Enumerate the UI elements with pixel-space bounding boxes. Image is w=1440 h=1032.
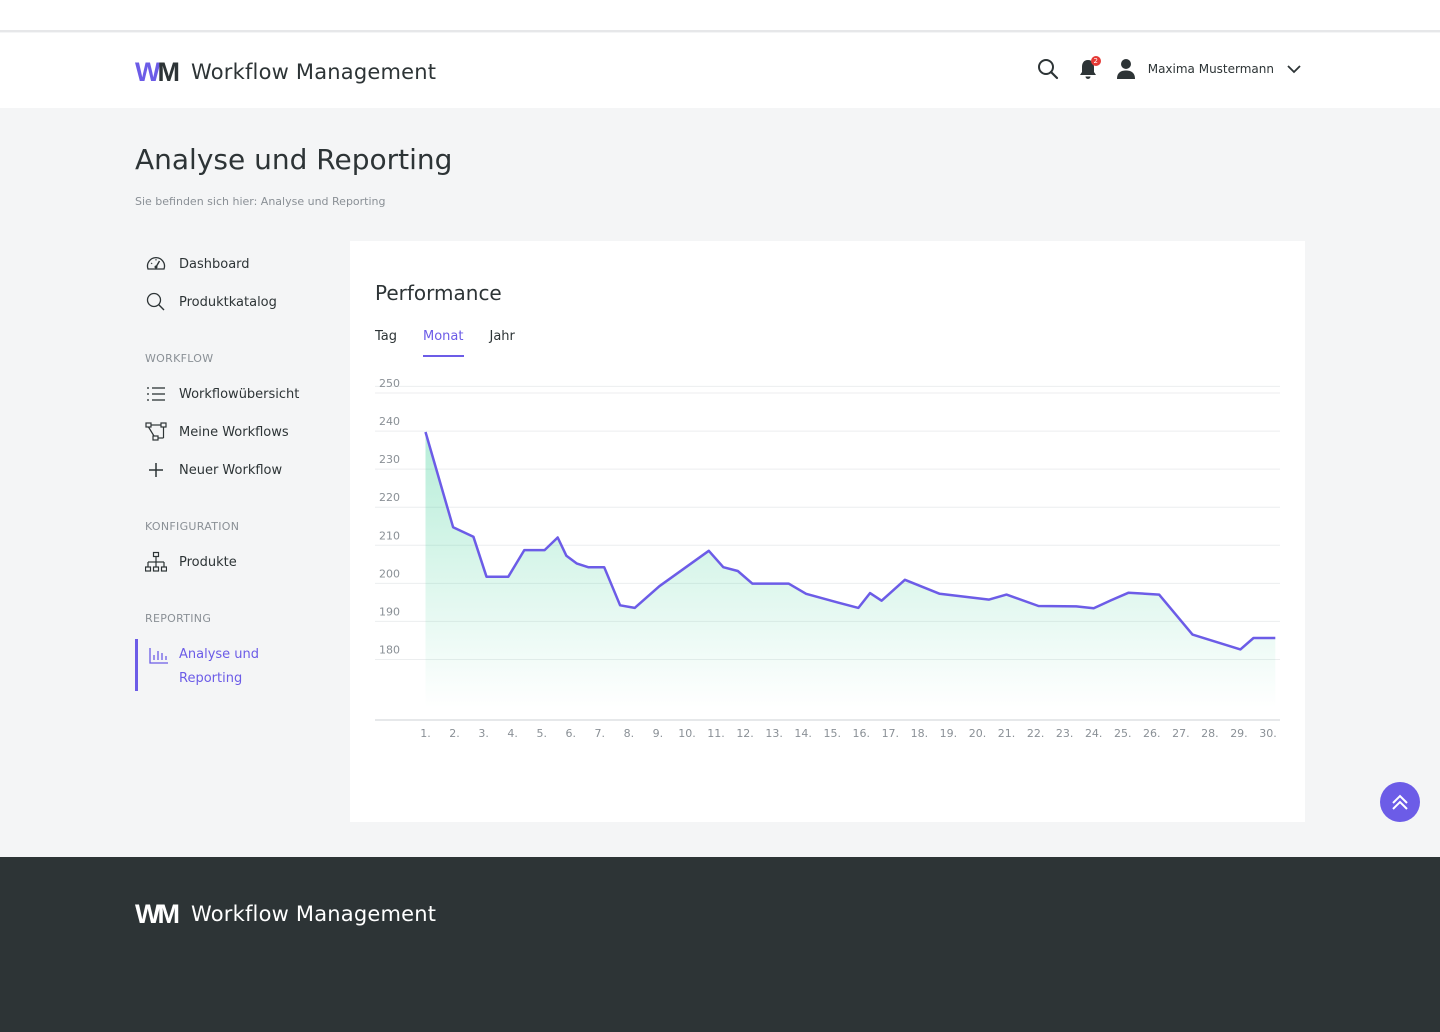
hierarchy-icon (145, 551, 167, 573)
x-tick-label: 8. (624, 727, 635, 740)
x-tick-label: 19. (940, 727, 958, 740)
x-tick-label: 14. (794, 727, 812, 740)
logo-mark: WM (135, 57, 180, 87)
x-tick-label: 15. (823, 727, 841, 740)
tab-jahr[interactable]: Jahr (489, 329, 515, 344)
scroll-to-top-button[interactable] (1380, 782, 1420, 822)
y-tick-label: 200 (379, 567, 400, 580)
logo-letter-w: W (135, 899, 161, 929)
x-tick-label: 6. (566, 727, 577, 740)
footer: WM Workflow Management (0, 857, 1440, 1032)
sidebar-item-label: Analyse und Reporting (179, 643, 259, 691)
sidebar-item-dashboard[interactable]: Dashboard (135, 245, 335, 283)
sidebar-item-label-line2: Reporting (179, 671, 243, 686)
sidebar-item-label-line1: Analyse und (179, 647, 260, 662)
x-tick-label: 17. (882, 727, 900, 740)
y-tick-label: 230 (379, 453, 400, 466)
x-tick-label: 25. (1114, 727, 1132, 740)
x-tick-label: 13. (765, 727, 783, 740)
x-tick-label: 23. (1056, 727, 1074, 740)
x-tick-label: 29. (1230, 727, 1248, 740)
sidebar-item-produkte[interactable]: Produkte (135, 543, 335, 581)
sidebar-item-label: Neuer Workflow (179, 462, 283, 478)
sidebar-item-label: Meine Workflows (179, 424, 289, 440)
card-title: Performance (375, 281, 502, 305)
sidebar-item-analyse-und-reporting[interactable]: Analyse und Reporting (135, 639, 335, 691)
series-line (424, 431, 1276, 651)
x-tick-label: 12. (736, 727, 754, 740)
x-tick-label: 22. (1027, 727, 1045, 740)
notification-badge: 2 (1090, 56, 1101, 66)
logo-mark: WM (135, 899, 180, 929)
x-tick-label: 30. (1259, 727, 1277, 740)
x-tick-label: 24. (1085, 727, 1103, 740)
logo-letter-m: M (157, 899, 179, 929)
x-tick-label: 20. (969, 727, 987, 740)
y-tick-label: 190 (379, 605, 400, 618)
flow-icon (145, 421, 167, 443)
double-chevron-up-icon (1392, 794, 1408, 810)
header-logo[interactable]: WM Workflow Management (135, 57, 437, 87)
speedometer-icon (145, 253, 167, 275)
search-icon (145, 291, 167, 313)
x-tick-label: 10. (678, 727, 696, 740)
x-tick-label: 3. (478, 727, 489, 740)
x-tick-label: 5. (536, 727, 547, 740)
x-tick-label: 1. (420, 727, 431, 740)
user-name[interactable]: Maxima Mustermann (1147, 62, 1274, 76)
plus-icon (145, 459, 167, 481)
footer-logo[interactable]: WM Workflow Management (135, 899, 437, 929)
x-tick-label: 27. (1172, 727, 1190, 740)
performance-card: Performance Tag Monat Jahr 180 190 200 210 2… (350, 241, 1305, 822)
header: WM Workflow Management 2 Maxima Musterma… (0, 33, 1440, 108)
bell-icon[interactable]: 2 (1076, 56, 1101, 81)
x-tick-label: 16. (853, 727, 871, 740)
tab-tag[interactable]: Tag (375, 329, 398, 344)
footer-app-title: Workflow Management (190, 902, 437, 926)
y-tick-label: 180 (379, 644, 400, 657)
sidebar-section-workflow: WORKFLOW (145, 352, 214, 365)
sidebar-section-konfiguration: KONFIGURATION (145, 520, 240, 533)
x-tick-label: 26. (1143, 727, 1161, 740)
logo-letter-w: W (135, 57, 161, 87)
search-icon[interactable] (1036, 57, 1060, 81)
sidebar-item-produktkatalog[interactable]: Produktkatalog (135, 283, 335, 321)
x-tick-label: 2. (449, 727, 460, 740)
x-tick-label: 18. (911, 727, 929, 740)
period-tabs: Tag Monat Jahr (375, 329, 541, 357)
list-icon (145, 383, 167, 405)
x-tick-label: 11. (707, 727, 725, 740)
logo-letter-m: M (157, 57, 179, 87)
x-tick-label: 7. (595, 727, 606, 740)
app-title: Workflow Management (190, 60, 437, 84)
y-tick-label: 220 (379, 491, 400, 504)
x-tick-label: 21. (998, 727, 1016, 740)
header-actions: 2 Maxima Mustermann (1036, 56, 1306, 81)
top-strip (0, 0, 1440, 32)
y-tick-label: 210 (379, 529, 400, 542)
page-title: Analyse und Reporting (135, 143, 453, 176)
bar-chart-icon (149, 647, 169, 667)
sidebar-item-label: Workflowübersicht (179, 386, 300, 402)
sidebar-item-workflowuebersicht[interactable]: Workflowübersicht (135, 375, 335, 413)
x-tick-label: 28. (1201, 727, 1219, 740)
x-tick-label: 9. (653, 727, 664, 740)
sidebar-item-label: Produktkatalog (179, 294, 277, 310)
x-tick-label: 4. (507, 727, 518, 740)
tab-monat[interactable]: Monat (423, 329, 464, 357)
user-icon[interactable] (1114, 57, 1138, 81)
chevron-down-icon[interactable] (1282, 57, 1306, 81)
breadcrumb: Sie befinden sich hier: Analyse und Repo… (135, 195, 386, 208)
y-tick-label: 250 (379, 377, 400, 390)
sidebar-item-neuer-workflow[interactable]: Neuer Workflow (135, 451, 335, 489)
sidebar-item-label: Dashboard (179, 256, 250, 272)
sidebar-item-label: Produkte (179, 554, 237, 570)
sidebar-section-reporting: REPORTING (145, 612, 212, 625)
y-tick-label: 240 (379, 415, 400, 428)
performance-chart: 180 190 200 210 220 230 240 250 1. 2. 3. 4. 5. 6. 7. 8.… (375, 377, 1280, 740)
series-area (425, 432, 1276, 708)
sidebar-item-meine-workflows[interactable]: Meine Workflows (135, 413, 335, 451)
